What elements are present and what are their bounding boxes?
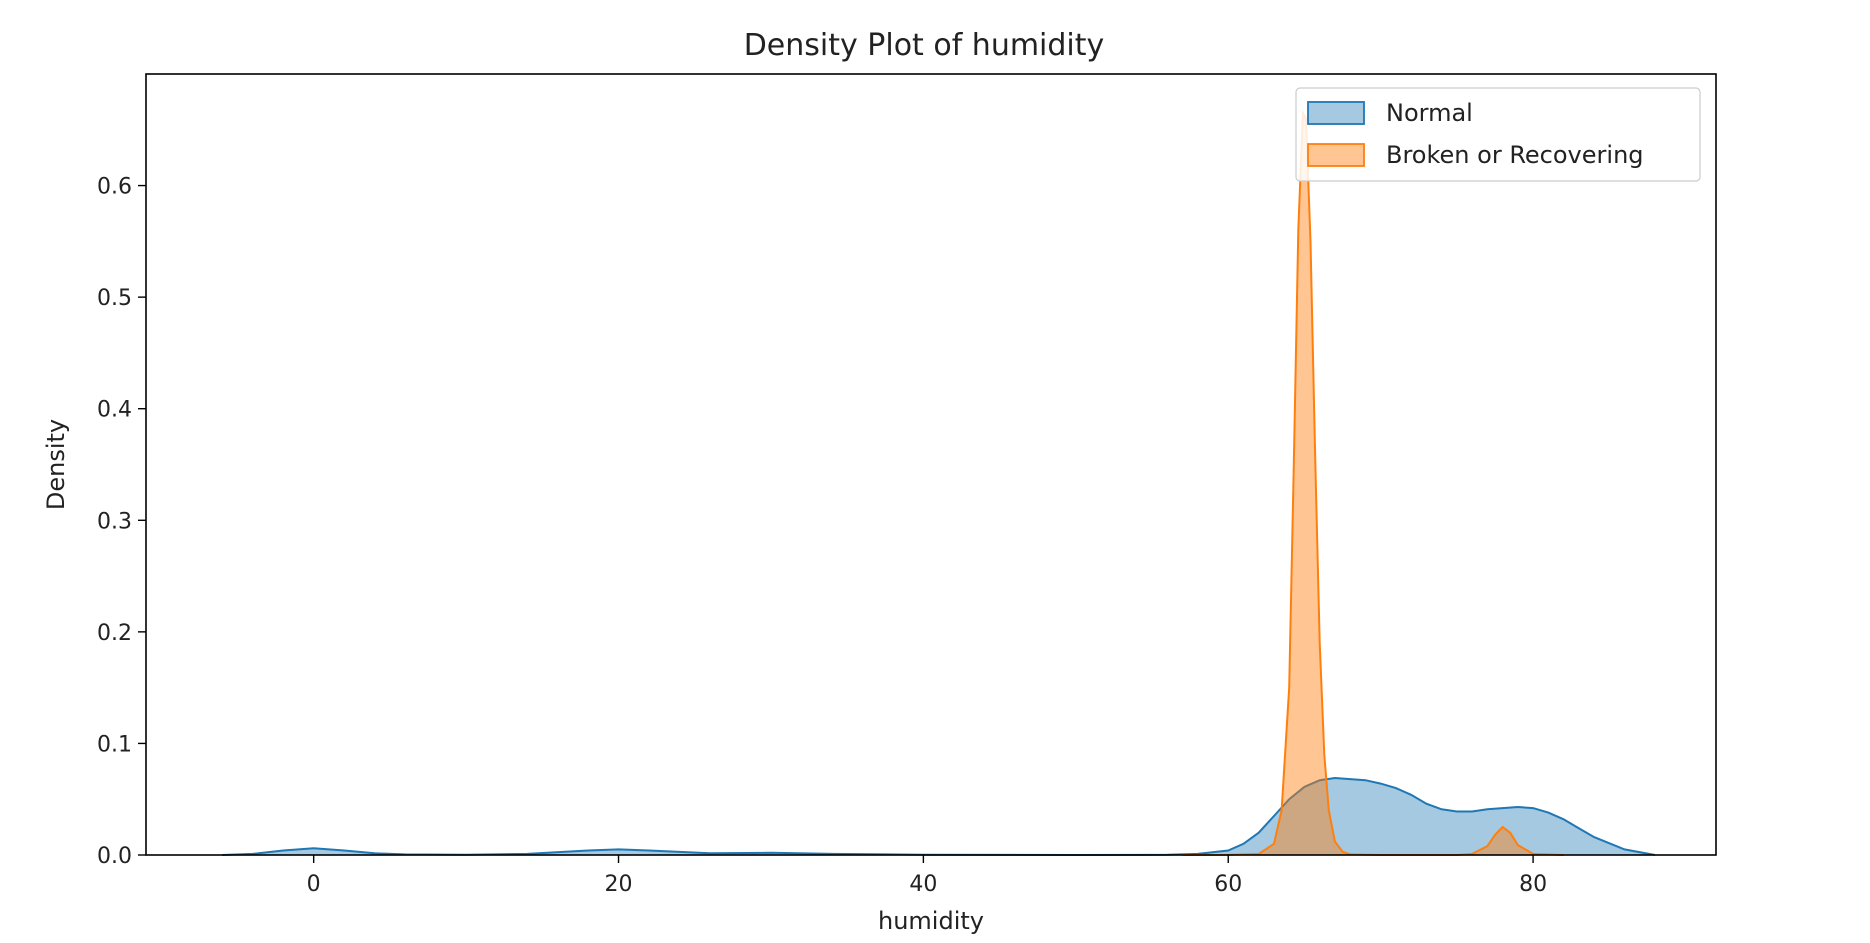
y-tick-label: 0.0: [97, 844, 132, 869]
legend: Normal Broken or Recovering: [1295, 87, 1701, 182]
series-area-normal: [222, 778, 1656, 855]
x-axis-label: humidity: [878, 907, 984, 935]
legend-box: [1295, 87, 1701, 182]
legend-label-broken-or-recovering: Broken or Recovering: [1386, 141, 1644, 169]
chart-title: Density Plot of humidity: [744, 28, 1105, 63]
plot-frame: [145, 73, 1717, 856]
x-tick-label: 40: [909, 872, 937, 897]
y-axis-label: Density: [42, 419, 70, 510]
y-tick-label: 0.3: [97, 509, 132, 534]
axes: 0 20 40 60 80 0.0 0.1 0.2 0.3 0.4 0.5 0.6: [97, 175, 1547, 897]
x-tick-label: 80: [1519, 872, 1547, 897]
x-tick-label: 60: [1214, 872, 1242, 897]
y-tick-label: 0.5: [97, 286, 132, 311]
legend-label-normal: Normal: [1386, 99, 1473, 127]
y-tick-label: 0.6: [97, 175, 132, 200]
legend-swatch-broken-or-recovering: [1307, 143, 1365, 167]
series-line-broken-or-recovering: [1182, 109, 1564, 856]
legend-swatch-normal: [1307, 101, 1365, 125]
y-tick-label: 0.2: [97, 621, 132, 646]
y-tick-label: 0.4: [97, 398, 132, 423]
x-tick-label: 0: [307, 872, 321, 897]
y-tick-label: 0.1: [97, 732, 132, 757]
x-tick-label: 20: [605, 872, 633, 897]
